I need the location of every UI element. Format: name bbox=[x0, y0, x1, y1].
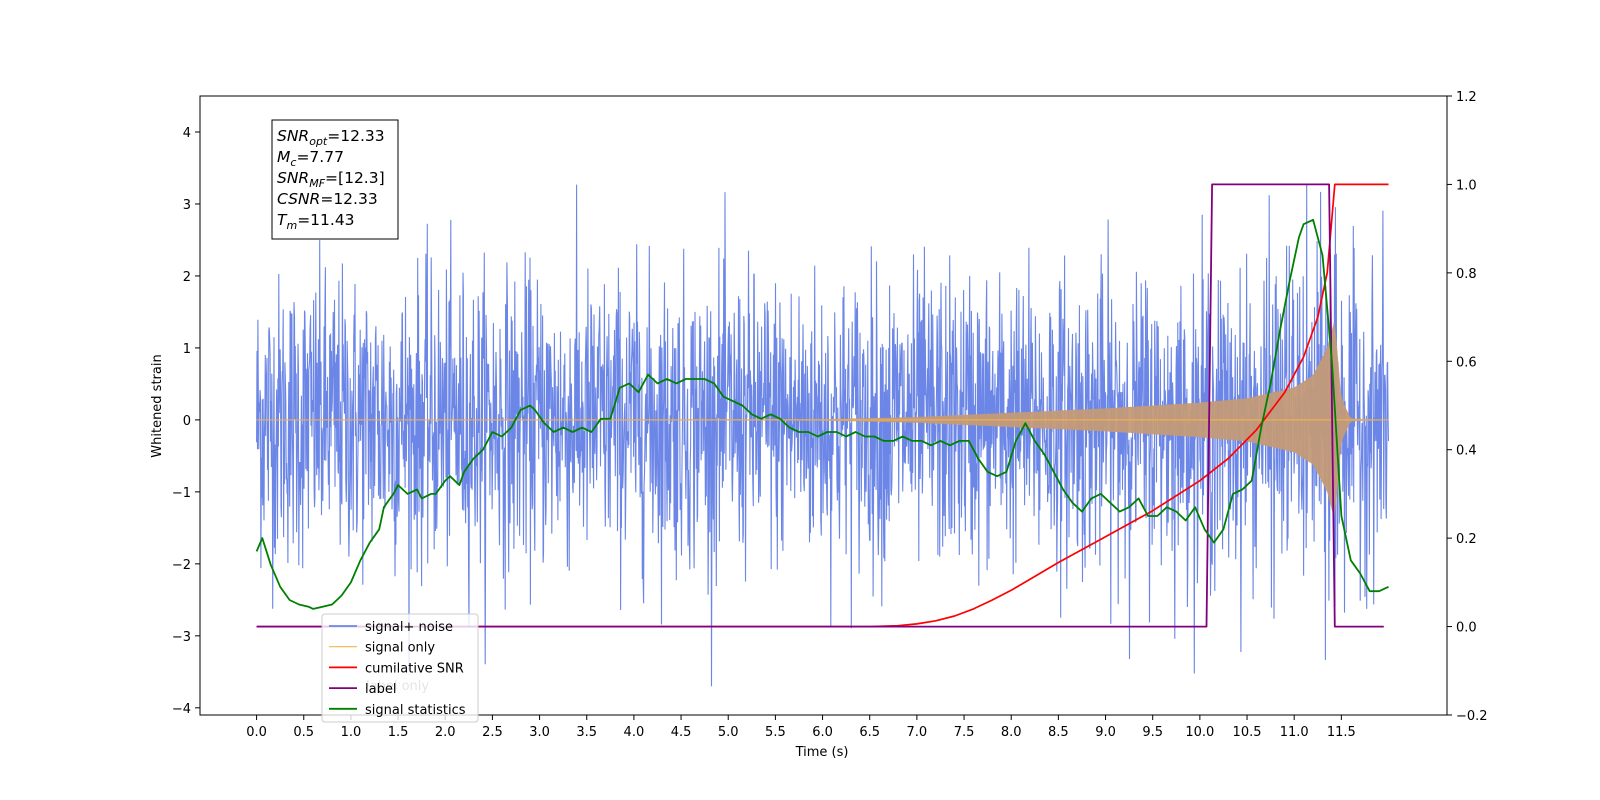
y2-tick-label: −0.2 bbox=[1456, 709, 1488, 724]
x-tick-label: 11.5 bbox=[1327, 725, 1356, 740]
legend-frame bbox=[321, 613, 479, 723]
y-tick-label: 4 bbox=[183, 126, 191, 141]
x-tick-label: 0.5 bbox=[293, 725, 314, 740]
x-tick-label: 5.0 bbox=[718, 725, 739, 740]
x-tick-label: 6.5 bbox=[859, 725, 880, 740]
x-tick-label: 0.0 bbox=[246, 725, 267, 740]
x-tick-label: 4.0 bbox=[624, 725, 645, 740]
y-tick-label: −3 bbox=[172, 630, 191, 645]
x-tick-label: 9.0 bbox=[1095, 725, 1116, 740]
info-box: SNRopt=12.33Mc=7.77SNRMF=[12.3]CSNR=12.3… bbox=[271, 119, 399, 240]
legend-label: label bbox=[365, 682, 396, 697]
y-tick-label: −1 bbox=[172, 486, 191, 501]
y-tick-label: 3 bbox=[183, 198, 191, 213]
info-line: Mc=7.77 bbox=[277, 148, 344, 169]
x-tick-label: 2.5 bbox=[482, 725, 503, 740]
x-tick-label: 4.5 bbox=[671, 725, 692, 740]
y2-tick-label: 0.6 bbox=[1456, 355, 1477, 370]
y2-tick-label: 1.0 bbox=[1456, 178, 1477, 193]
x-tick-label: 10.5 bbox=[1233, 725, 1262, 740]
y2-tick-label: 0.4 bbox=[1456, 444, 1477, 459]
x-tick-label: 11.0 bbox=[1280, 725, 1309, 740]
y-tick-label: 1 bbox=[183, 342, 191, 357]
info-line: SNRMF=[12.3] bbox=[277, 169, 385, 190]
legend-label: signal statistics bbox=[365, 703, 466, 718]
plot-frame bbox=[199, 95, 1448, 716]
info-line: Tm=11.43 bbox=[277, 211, 355, 232]
x-tick-label: 1.0 bbox=[341, 725, 362, 740]
legend-label: signal only bbox=[365, 641, 435, 656]
info-box-frame bbox=[271, 119, 399, 240]
x-tick-label: 7.0 bbox=[907, 725, 928, 740]
info-line: CSNR=12.33 bbox=[277, 190, 378, 208]
x-tick-label: 3.5 bbox=[576, 725, 597, 740]
info-line: SNRopt=12.33 bbox=[277, 127, 385, 148]
series-signal-noise bbox=[256, 183, 1390, 687]
x-tick-label: 7.5 bbox=[954, 725, 975, 740]
y-tick-label: 2 bbox=[183, 270, 191, 285]
x-tick-label: 5.5 bbox=[765, 725, 786, 740]
x-tick-label: 1.5 bbox=[388, 725, 409, 740]
x-tick-label: 8.5 bbox=[1048, 725, 1069, 740]
legend-label: signal+ noise bbox=[365, 620, 453, 635]
x-tick-label: 6.0 bbox=[812, 725, 833, 740]
y-axis-right: −0.2 0.0 0.2 0.4 0.6 0.8 1.0 1.2 bbox=[1447, 90, 1488, 724]
y-tick-label: −2 bbox=[172, 558, 191, 573]
y-axis-left: −4 −3 −2 −1 0 1 2 3 4 bbox=[172, 126, 200, 717]
x-tick-label: 10.0 bbox=[1185, 725, 1214, 740]
x-axis-label: Time (s) bbox=[795, 745, 849, 760]
x-tick-label: 2.0 bbox=[435, 725, 456, 740]
y-axis-label: Whitened strain bbox=[150, 354, 165, 457]
y-tick-label: −4 bbox=[172, 702, 191, 717]
y2-tick-label: 0.8 bbox=[1456, 267, 1477, 282]
y2-tick-label: 1.2 bbox=[1456, 90, 1477, 105]
x-tick-label: 8.0 bbox=[1001, 725, 1022, 740]
series-label bbox=[256, 183, 1384, 628]
y2-tick-label: 0.0 bbox=[1456, 621, 1477, 636]
x-axis: 0.0 0.5 1.0 1.5 2.0 2.5 3.0 3.5 4.0 4.5 5.0 5.5 6.0 6… bbox=[246, 715, 1356, 740]
series-cumulative-snr bbox=[256, 183, 1389, 628]
series-layer bbox=[255, 183, 1390, 687]
x-tick-label: 3.0 bbox=[529, 725, 550, 740]
y2-tick-label: 0.2 bbox=[1456, 532, 1477, 547]
y-tick-label: 0 bbox=[183, 414, 191, 429]
legend-label: cumilative SNR bbox=[365, 661, 464, 676]
x-tick-label: 9.5 bbox=[1142, 725, 1163, 740]
series-signal-statistics bbox=[255, 218, 1389, 610]
